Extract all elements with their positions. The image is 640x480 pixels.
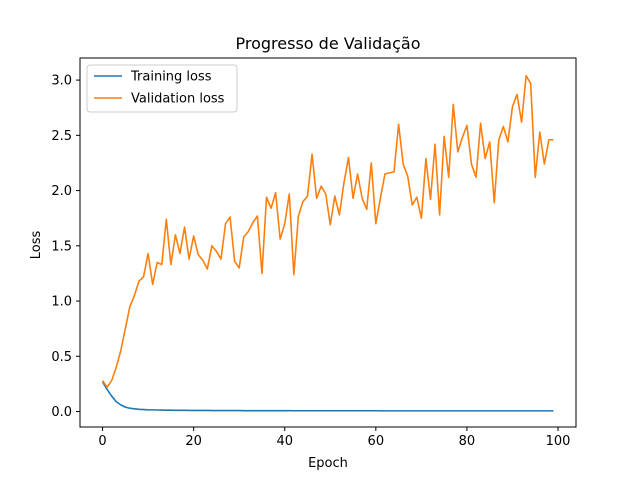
y-tick-label: 1.0	[51, 295, 72, 310]
plot-frame	[79, 57, 577, 428]
chart-title: Progresso de Validação	[236, 34, 421, 53]
legend-entry-1: Validation loss	[131, 92, 225, 107]
y-tick-label: 1.5	[51, 239, 72, 254]
y-tick-label: 2.0	[51, 184, 72, 199]
y-tick-label: 0.5	[51, 350, 72, 365]
series-line-1	[101, 74, 554, 389]
axis-ticks: 0 20 40 60 80 100 0.0 0.5 1.0 1.5 2.0 2.5 3.0	[51, 74, 570, 449]
y-axis-label: Loss	[29, 231, 44, 260]
y-tick-label: 3.0	[51, 74, 72, 89]
x-tick-label: 40	[276, 434, 293, 449]
x-tick-label: 20	[185, 434, 202, 449]
x-tick-label: 80	[459, 434, 476, 449]
x-axis-label: Epoch	[308, 456, 348, 471]
legend-box	[86, 64, 238, 113]
series-line-0	[101, 381, 554, 412]
x-tick-label: 0	[98, 434, 106, 449]
legend-entry-0: Training loss	[130, 70, 212, 85]
x-tick-label: 60	[368, 434, 385, 449]
x-tick-label: 100	[546, 434, 571, 449]
y-tick-label: 2.5	[51, 129, 72, 144]
y-tick-label: 0.0	[51, 405, 72, 420]
plot-area	[79, 57, 577, 428]
legend: Training loss Validation loss	[86, 64, 238, 113]
